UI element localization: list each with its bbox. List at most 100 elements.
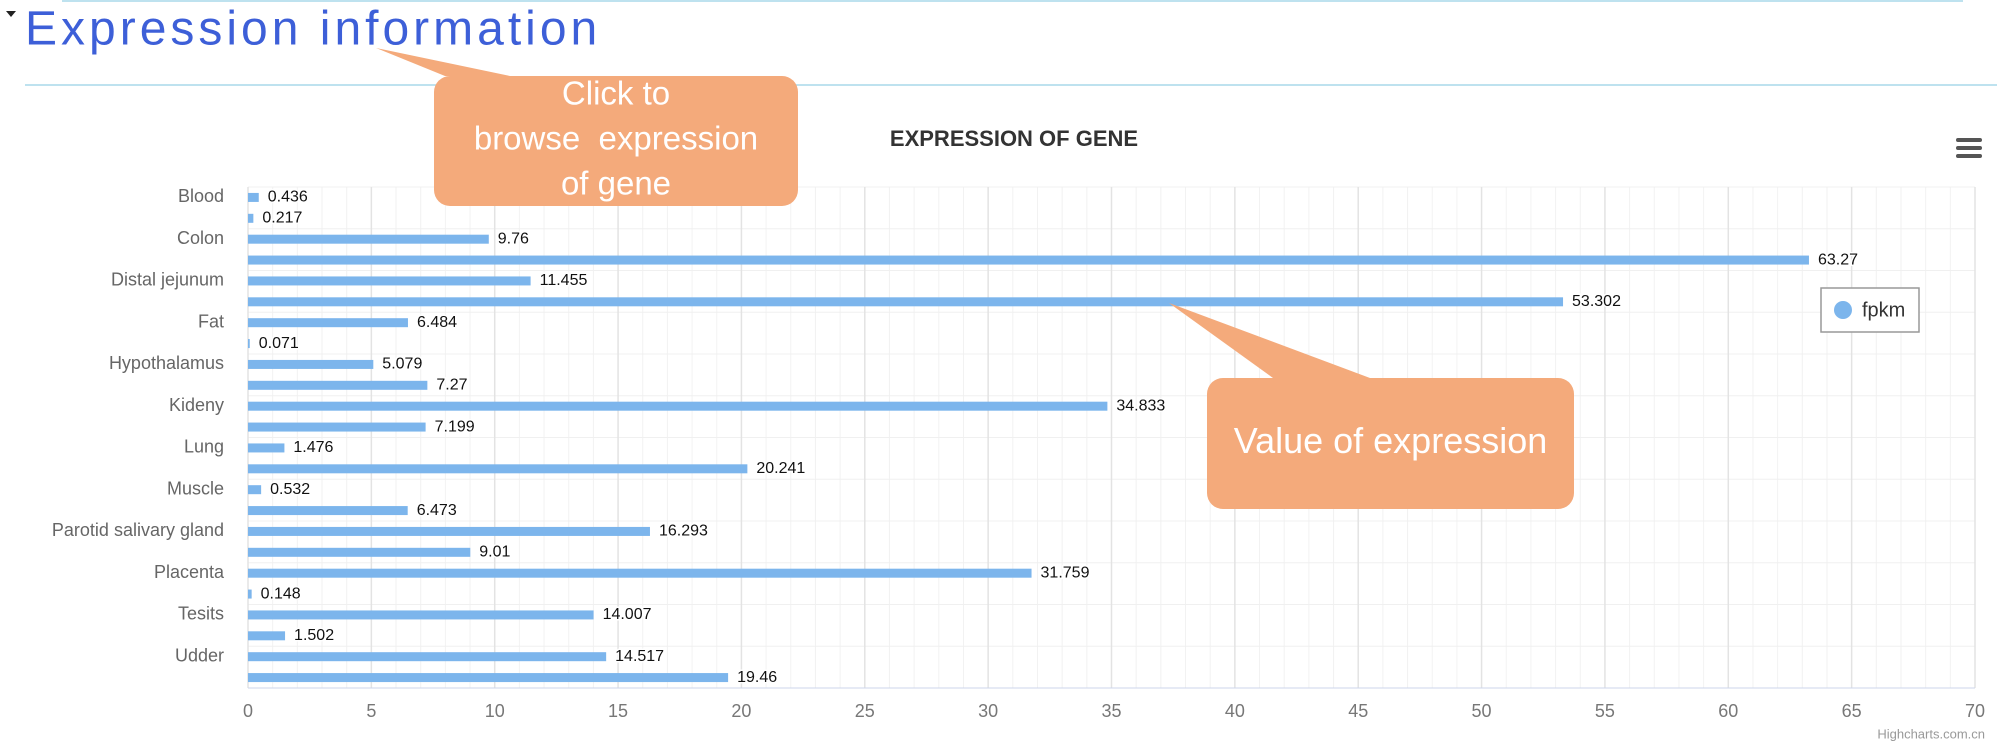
callout-box <box>434 76 798 206</box>
bar <box>248 526 650 536</box>
bar <box>248 255 1809 265</box>
data-label: 1.502 <box>294 627 334 644</box>
grid: 0 5 10 15 20 25 30 35 40 45 50 55 60 65 70 Blood Colon Di… <box>52 186 1985 721</box>
data-label: 53.302 <box>1572 293 1621 310</box>
callout-box <box>1207 378 1574 509</box>
x-tick-label: 5 <box>366 701 376 721</box>
data-label: 7.199 <box>435 418 475 435</box>
bar <box>248 547 471 557</box>
legend-item: fpkm <box>1862 299 1905 321</box>
x-tick-label: 30 <box>978 701 998 721</box>
bar <box>248 443 285 453</box>
section-title[interactable]: Expression information <box>25 3 601 56</box>
x-tick-label: 70 <box>1965 701 1985 721</box>
data-label: 14.517 <box>615 648 664 665</box>
data-label: 34.833 <box>1116 397 1165 414</box>
bar <box>248 359 374 369</box>
menu-bar <box>1956 154 1982 158</box>
bar <box>248 631 286 641</box>
callout-pointer <box>1169 303 1370 378</box>
bar <box>248 485 262 495</box>
data-label: 6.473 <box>417 502 457 519</box>
plot: 0.436 0.217 9.76 63.27 11.455 53.302 6.484 0.07… <box>248 187 1860 687</box>
x-tick-label: 60 <box>1718 701 1738 721</box>
credits: Highcharts.com.cn <box>1877 726 1985 741</box>
bar <box>248 610 594 620</box>
y-tick-label: Kideny <box>169 395 224 415</box>
callout-text: of gene <box>561 165 671 202</box>
data-label: 0.148 <box>261 585 301 602</box>
menu-bar <box>1956 146 1982 150</box>
chart-title: EXPRESSION OF GENE <box>890 126 1138 151</box>
x-tick-label: 25 <box>855 701 875 721</box>
bar <box>248 589 252 599</box>
data-label: 6.484 <box>417 314 457 331</box>
y-tick-label: Udder <box>175 645 224 665</box>
x-tick-label: 65 <box>1842 701 1862 721</box>
y-tick-label: Tesits <box>178 604 224 624</box>
bar <box>248 318 408 328</box>
data-label: 16.293 <box>659 523 708 540</box>
x-tick-label: 40 <box>1225 701 1245 721</box>
callout-text: Value of expression <box>1234 420 1548 461</box>
y-tick-label: Fat <box>198 311 224 331</box>
x-tick-label: 10 <box>485 701 505 721</box>
bar <box>248 652 607 662</box>
bar <box>248 464 748 474</box>
data-label: 20.241 <box>756 460 805 477</box>
x-tick-label: 50 <box>1472 701 1492 721</box>
data-label: 63.27 <box>1818 251 1858 268</box>
data-label: 14.007 <box>603 606 652 623</box>
y-tick-label: Placenta <box>154 562 225 582</box>
menu-button[interactable] <box>1956 138 1982 158</box>
y-tick-label: Muscle <box>167 478 224 498</box>
bar <box>248 422 426 432</box>
data-label: 31.759 <box>1041 564 1090 581</box>
x-tick-label: 0 <box>243 701 253 721</box>
bar <box>248 339 250 349</box>
data-label: 9.01 <box>479 544 510 561</box>
x-tick-label: 15 <box>608 701 628 721</box>
y-tick-label: Colon <box>177 228 224 248</box>
data-label: 5.079 <box>382 356 422 373</box>
x-tick-label: 45 <box>1348 701 1368 721</box>
bar <box>248 297 1564 307</box>
y-tick-label: Blood <box>178 186 224 206</box>
bar <box>248 192 259 202</box>
x-tick-label: 55 <box>1595 701 1615 721</box>
y-tick-label: Distal jejunum <box>111 270 224 290</box>
data-label: 9.76 <box>498 230 529 247</box>
bar <box>248 380 428 390</box>
legend: fpkm <box>1820 287 1920 333</box>
callout-text: browse expression <box>474 120 758 157</box>
menu-bar <box>1956 138 1982 142</box>
legend-symbol <box>1834 301 1852 319</box>
bar <box>248 213 254 223</box>
callout-pointer <box>376 48 510 76</box>
y-tick-label: Hypothalamus <box>109 353 224 373</box>
bar <box>248 276 531 286</box>
data-label: 0.532 <box>270 481 310 498</box>
callout: Value of expression <box>1169 303 1574 509</box>
overlays: fpkm Highcharts.com.cn Click to browse expr… <box>376 48 1985 741</box>
collapse-arrow[interactable] <box>6 11 16 17</box>
data-label: 0.071 <box>259 335 299 352</box>
bar <box>248 568 1032 578</box>
data-label: 0.436 <box>268 189 308 206</box>
callout-text: Click to <box>562 75 670 112</box>
x-tick-label: 35 <box>1101 701 1121 721</box>
y-tick-label: Lung <box>184 437 224 457</box>
data-label: 1.476 <box>293 439 333 456</box>
data-label: 11.455 <box>540 272 588 289</box>
bar <box>248 234 489 244</box>
y-tick-label: Parotid salivary gland <box>52 520 224 540</box>
callout: Click to browse expression of gene <box>376 48 798 206</box>
data-label: 0.217 <box>262 210 302 227</box>
data-label: 7.27 <box>436 377 467 394</box>
bar <box>248 401 1108 411</box>
bar <box>248 506 408 516</box>
x-tick-label: 20 <box>731 701 751 721</box>
bar <box>248 673 729 683</box>
